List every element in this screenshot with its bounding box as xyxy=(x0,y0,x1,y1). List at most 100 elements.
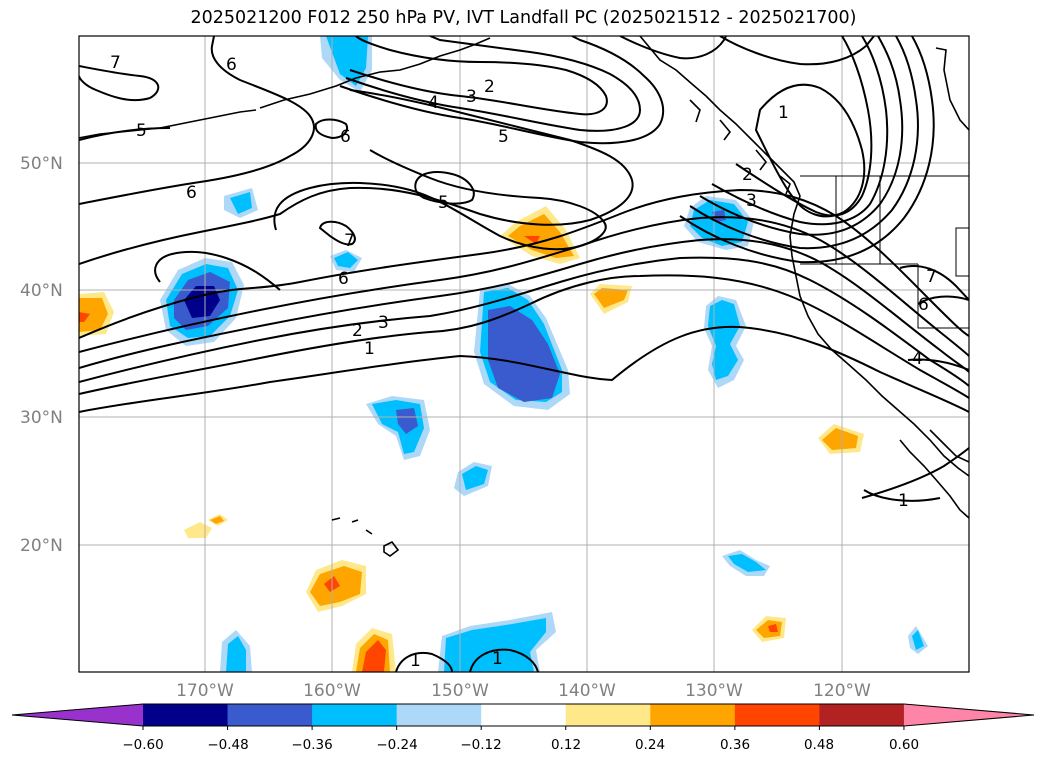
contour-label: 3 xyxy=(746,191,757,211)
contour-6-inner xyxy=(273,149,607,251)
contour-label: 1 xyxy=(898,491,909,511)
contour-upper-7 xyxy=(79,65,160,102)
anomaly-positive xyxy=(184,522,212,538)
lat-label-40n: 40°N xyxy=(20,281,63,301)
anomaly-negative xyxy=(226,636,246,672)
lon-label-130w: 130°W xyxy=(685,681,743,701)
colorbar-segments xyxy=(11,703,1035,727)
contour-5 xyxy=(79,216,969,357)
colorbar-segment xyxy=(227,704,313,726)
contour-ridge-4 xyxy=(699,36,904,236)
anomaly-positive xyxy=(822,428,858,450)
borders xyxy=(800,175,969,329)
contour-ridge-7 xyxy=(899,265,969,301)
anomaly-negative xyxy=(334,252,358,268)
contour-top-ridge xyxy=(719,36,875,66)
lat-label-30n: 30°N xyxy=(20,408,63,428)
contour-6 xyxy=(79,188,969,339)
colorbar-tick-label: −0.24 xyxy=(376,737,417,753)
contour-label: 5 xyxy=(498,127,509,147)
colorbar-tick-label: 0.24 xyxy=(635,737,665,753)
contour-label: 1 xyxy=(492,649,503,669)
contour-ridge-6 xyxy=(679,36,935,264)
colorbar-tick-label: 0.48 xyxy=(804,737,834,753)
contour-ridge-3 xyxy=(711,36,889,226)
colorbar-tick-label: 0.12 xyxy=(551,737,581,753)
contour-small-6 xyxy=(314,118,348,140)
shaded-anomalies xyxy=(79,36,928,672)
contour-label: 7 xyxy=(110,53,121,73)
lon-label-170w: 170°W xyxy=(176,681,234,701)
lon-label-120w: 120°W xyxy=(813,681,871,701)
bc-coast-islands xyxy=(689,99,791,195)
contour-1 xyxy=(79,325,969,413)
anomaly-negative xyxy=(462,466,488,490)
contour-label: 7 xyxy=(344,231,355,251)
anomaly-negative xyxy=(230,192,252,214)
chart-title: 2025021200 F012 250 hPa PV, IVT Landfall… xyxy=(190,8,857,28)
contour-label: 6 xyxy=(226,55,237,75)
contour-south-1 xyxy=(861,447,969,499)
lon-label-160w: 160°W xyxy=(303,681,361,701)
contour-label: 6 xyxy=(186,183,197,203)
contour-label: 3 xyxy=(378,313,389,333)
contour-north-3 xyxy=(345,36,642,132)
anomaly-positive xyxy=(524,236,540,244)
colorbar-segment xyxy=(481,704,567,726)
anomaly-positive xyxy=(594,288,628,308)
colorbar-tick-label: −0.48 xyxy=(207,737,248,753)
anomaly-positive xyxy=(79,312,90,322)
north-america-coast xyxy=(639,36,969,477)
colorbar-tick-label: −0.60 xyxy=(122,737,163,753)
colorbar-tick-label: 0.36 xyxy=(720,737,750,753)
anomaly-negative xyxy=(728,554,766,572)
contour-label: 6 xyxy=(918,295,929,315)
contour-top-west xyxy=(619,36,727,60)
contour-label: 5 xyxy=(136,121,147,141)
contour-label: 2 xyxy=(742,165,753,185)
anomaly-negative xyxy=(712,210,726,222)
lat-label-20n: 20°N xyxy=(20,536,63,556)
contour-ridge-5 xyxy=(689,36,919,250)
alaska-coast xyxy=(259,37,491,109)
contour-bottom-1b xyxy=(469,648,539,672)
contour-label: 4 xyxy=(912,349,923,369)
us-state-borders xyxy=(800,176,969,329)
anomaly-positive xyxy=(210,516,224,524)
contour-label: 1 xyxy=(410,651,421,671)
colorbar: −0.60 −0.48 −0.36 −0.24 −0.12 0.12 0.24 … xyxy=(11,703,1035,753)
map-plot-area: 7 6 5 2 3 4 5 6 1 2 3 7 6 5 6 2 3 1 1 1 … xyxy=(79,36,969,672)
contour-upper-5 xyxy=(79,89,634,265)
contour-ridge-1 xyxy=(754,83,866,218)
contour-bottom-1a xyxy=(395,652,453,672)
colorbar-tick-label: −0.36 xyxy=(291,737,332,753)
anomaly-negative xyxy=(396,408,418,434)
contour-label: 2 xyxy=(484,77,495,97)
contour-label: 7 xyxy=(926,267,937,287)
contour-nw-5 xyxy=(79,127,171,141)
contour-label: 1 xyxy=(778,103,789,123)
colorbar-segment xyxy=(565,704,651,726)
contour-labels: 7 6 5 2 3 4 5 6 1 2 3 7 6 5 6 2 3 1 1 1 … xyxy=(110,53,937,671)
contour-upper-6 xyxy=(79,36,315,205)
hudson-outline xyxy=(935,47,969,131)
contour-4 xyxy=(79,238,969,373)
colorbar-extend-max xyxy=(903,704,1034,726)
contour-label: 4 xyxy=(428,93,439,113)
contour-label: 2 xyxy=(352,321,363,341)
contour-ridge-2 xyxy=(735,36,873,217)
contour-east-6 xyxy=(917,295,969,305)
contour-small-7 xyxy=(318,220,356,246)
contour-7-west xyxy=(154,250,281,291)
latitude-labels: 50°N 40°N 30°N 20°N xyxy=(20,154,63,556)
contour-north-2 xyxy=(349,36,608,116)
anomaly-positive xyxy=(508,214,574,258)
colorbar-segment xyxy=(143,704,229,726)
pv-contours xyxy=(79,36,969,672)
anomaly-negative xyxy=(488,306,560,402)
colorbar-segment xyxy=(396,704,482,726)
longitude-labels: 170°W 160°W 150°W 140°W 130°W 120°W xyxy=(176,681,871,701)
contour-3 xyxy=(79,256,969,387)
lon-label-140w: 140°W xyxy=(558,681,616,701)
anomaly-positive xyxy=(768,624,778,632)
